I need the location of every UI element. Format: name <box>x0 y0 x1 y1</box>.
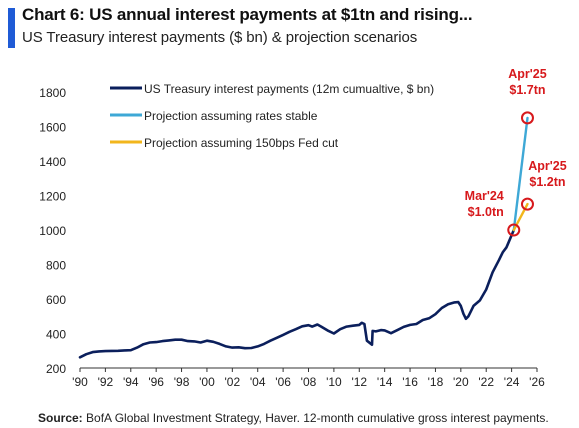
axes-layer: 200 400 600 800 1000 1200 1400 1600 1800 '90 '92 '9… <box>39 86 545 389</box>
y-tick-label: 400 <box>46 328 66 342</box>
x-tick-label: '00 <box>199 375 215 389</box>
x-tick-label: '04 <box>250 375 266 389</box>
x-tick-label: '92 <box>98 375 114 389</box>
source-label: Source: <box>38 411 83 425</box>
annotation-label-line2: $1.0tn <box>468 205 504 219</box>
x-tick-label: '10 <box>326 375 342 389</box>
annotation-label-line1: Apr'25 <box>508 67 546 81</box>
x-tick-label: '16 <box>402 375 418 389</box>
x-tick-label: '20 <box>453 375 469 389</box>
annotation-label-line1: Mar'24 <box>465 189 504 203</box>
y-tick-label: 1400 <box>39 155 66 169</box>
legend-label: US Treasury interest payments (12m cumua… <box>144 82 434 96</box>
annotation-marker <box>520 197 534 211</box>
x-tick-label: '98 <box>174 375 190 389</box>
x-tick-label: '08 <box>301 375 317 389</box>
series-layer <box>78 116 529 359</box>
source-note: Source: BofA Global Investment Strategy,… <box>38 411 549 425</box>
x-tick-label: '94 <box>123 375 139 389</box>
series-line <box>512 116 529 232</box>
annotation-label-line2: $1.2tn <box>529 175 565 189</box>
y-tick-label: 600 <box>46 293 66 307</box>
y-tick-label: 200 <box>46 362 66 376</box>
chart-subtitle: US Treasury interest payments ($ bn) & p… <box>22 29 418 46</box>
x-tick-label: '24 <box>504 375 520 389</box>
legend-label: Projection assuming 150bps Fed cut <box>144 136 339 150</box>
x-tick-label: '96 <box>148 375 164 389</box>
y-tick-label: 1000 <box>39 224 66 238</box>
y-tick-label: 1200 <box>39 190 66 204</box>
x-tick-label: '02 <box>225 375 241 389</box>
source-text: BofA Global Investment Strategy, Haver. … <box>82 411 549 425</box>
x-tick-label: '22 <box>478 375 494 389</box>
x-tick-label: '26 <box>529 375 545 389</box>
legend-label: Projection assuming rates stable <box>144 109 318 123</box>
x-tick-label: '90 <box>72 375 88 389</box>
annotation-marker <box>520 111 534 125</box>
y-tick-label: 1800 <box>39 86 66 100</box>
annotation-label-line2: $1.7tn <box>509 83 545 97</box>
annotation-label-line1: Apr'25 <box>528 159 566 173</box>
x-tick-label: '14 <box>377 375 393 389</box>
annotation-marker <box>507 223 521 237</box>
series-line <box>78 228 516 359</box>
x-tick-label: '18 <box>428 375 444 389</box>
annotations-layer: Mar'24 $1.0tn Apr'25 $1.7tn Apr'25 $1.2tn <box>465 67 567 237</box>
x-tick-label: '12 <box>351 375 367 389</box>
title-accent-bar <box>8 8 15 48</box>
chart-title: Chart 6: US annual interest payments at … <box>22 5 473 24</box>
legend: US Treasury interest payments (12m cumua… <box>110 82 434 150</box>
y-tick-label: 800 <box>46 259 66 273</box>
x-tick-label: '06 <box>275 375 291 389</box>
y-tick-label: 1600 <box>39 121 66 135</box>
